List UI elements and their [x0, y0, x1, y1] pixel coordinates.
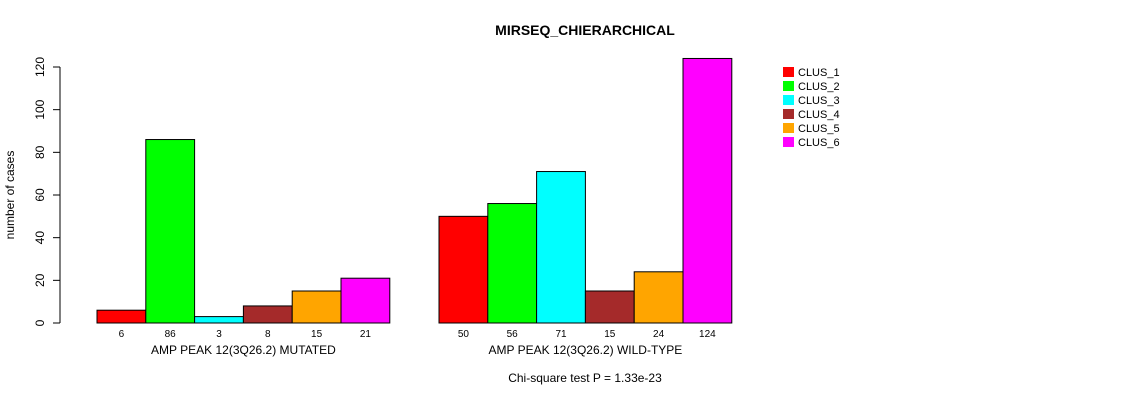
- bar-clus_5-mutated: [291, 290, 342, 324]
- y-tick-label: 0: [33, 319, 47, 326]
- legend-swatch: [783, 123, 794, 133]
- legend-item-clus_3: CLUS_3: [783, 95, 840, 107]
- legend-swatch: [783, 67, 794, 77]
- y-tick-label: 120: [33, 57, 47, 77]
- bar-value-label: 15: [604, 329, 616, 340]
- bar-value-label: 8: [265, 329, 271, 340]
- legend-swatch: [783, 137, 794, 147]
- legend-label: CLUS_6: [798, 137, 840, 149]
- bar-value-label: 56: [507, 329, 519, 340]
- bar-clus_6-mutated: [340, 277, 391, 324]
- group-label: AMP PEAK 12(3Q26.2) MUTATED: [151, 343, 336, 357]
- y-tick-label: 60: [33, 188, 47, 202]
- bar-clus_2-wild-type: [487, 203, 538, 324]
- y-tick-label: 80: [33, 145, 47, 159]
- annotation: Chi-square test P = 1.33e-23: [508, 371, 662, 385]
- bar-clus_2-mutated: [145, 139, 196, 324]
- bar-value-label: 3: [216, 329, 222, 340]
- bar-clus_3-mutated: [194, 316, 244, 324]
- bar-value-label: 21: [360, 329, 372, 340]
- chart-title: MIRSEQ_CHIERARCHICAL: [495, 22, 675, 38]
- bar-clus_3-wild-type: [536, 171, 586, 324]
- legend-label: CLUS_5: [798, 123, 840, 135]
- bar-clus_6-wild-type: [682, 57, 733, 324]
- bar-clus_5-wild-type: [633, 271, 684, 324]
- bar-clus_4-mutated: [242, 305, 293, 324]
- bar-value-label: 50: [458, 329, 470, 340]
- bar-value-label: 24: [653, 329, 665, 340]
- bar-value-label: 15: [311, 329, 323, 340]
- y-axis-label: number of cases: [3, 151, 17, 240]
- bar-value-label: 124: [699, 329, 716, 340]
- legend-label: CLUS_2: [798, 81, 840, 93]
- legend-item-clus_6: CLUS_6: [783, 137, 840, 149]
- legend-item-clus_5: CLUS_5: [783, 123, 840, 135]
- legend-item-clus_2: CLUS_2: [783, 81, 840, 93]
- legend-label: CLUS_1: [798, 67, 840, 79]
- legend-swatch: [783, 109, 794, 119]
- bar-clus_4-wild-type: [584, 290, 635, 324]
- bar-value-label: 6: [119, 329, 125, 340]
- bar-value-label: 86: [165, 329, 177, 340]
- bar-clus_1-wild-type: [438, 215, 489, 324]
- y-tick-label: 20: [33, 273, 47, 287]
- legend-item-clus_4: CLUS_4: [783, 109, 840, 121]
- group-label: AMP PEAK 12(3Q26.2) WILD-TYPE: [488, 343, 682, 357]
- bar-value-label: 71: [555, 329, 567, 340]
- legend-label: CLUS_4: [798, 109, 840, 121]
- legend-item-clus_1: CLUS_1: [783, 67, 840, 79]
- legend-swatch: [783, 81, 794, 91]
- y-tick-label: 40: [33, 231, 47, 245]
- legend-swatch: [783, 95, 794, 105]
- y-tick-label: 100: [33, 99, 47, 119]
- bar-clus_1-mutated: [96, 309, 147, 324]
- legend-label: CLUS_3: [798, 95, 840, 107]
